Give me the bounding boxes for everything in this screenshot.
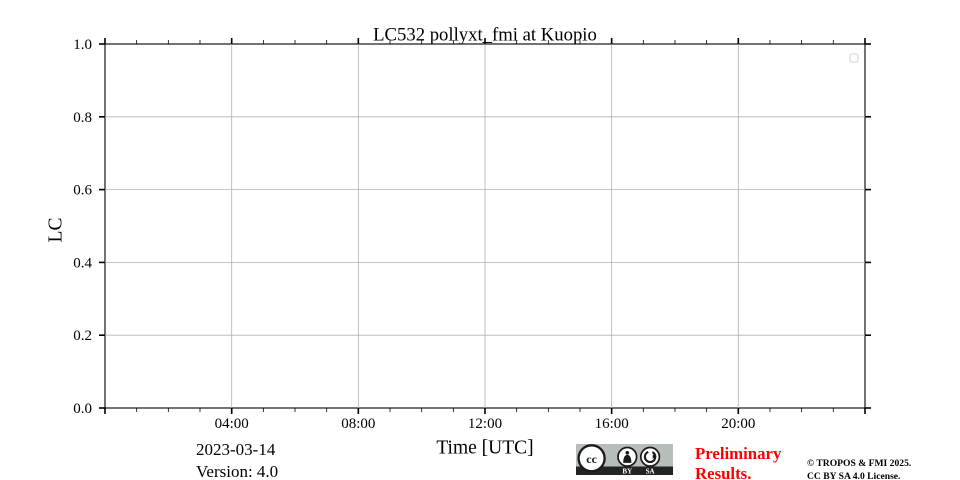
- svg-text:12:00: 12:00: [468, 416, 502, 432]
- svg-text:SA: SA: [646, 467, 655, 475]
- svg-text:04:00: 04:00: [215, 416, 249, 432]
- svg-text:20:00: 20:00: [721, 416, 755, 432]
- svg-text:BY: BY: [622, 467, 632, 475]
- svg-text:1.0: 1.0: [73, 37, 92, 53]
- svg-text:cc: cc: [586, 452, 597, 466]
- svg-text:0.2: 0.2: [73, 328, 92, 344]
- svg-text:0.8: 0.8: [73, 110, 92, 126]
- svg-text:16:00: 16:00: [595, 416, 629, 432]
- svg-text:Time [UTC]: Time [UTC]: [436, 438, 533, 459]
- svg-text:0.6: 0.6: [73, 183, 92, 199]
- svg-text:LC: LC: [46, 218, 67, 243]
- svg-text:0.0: 0.0: [73, 401, 92, 417]
- svg-text:08:00: 08:00: [341, 416, 375, 432]
- svg-text:0.4: 0.4: [73, 255, 92, 271]
